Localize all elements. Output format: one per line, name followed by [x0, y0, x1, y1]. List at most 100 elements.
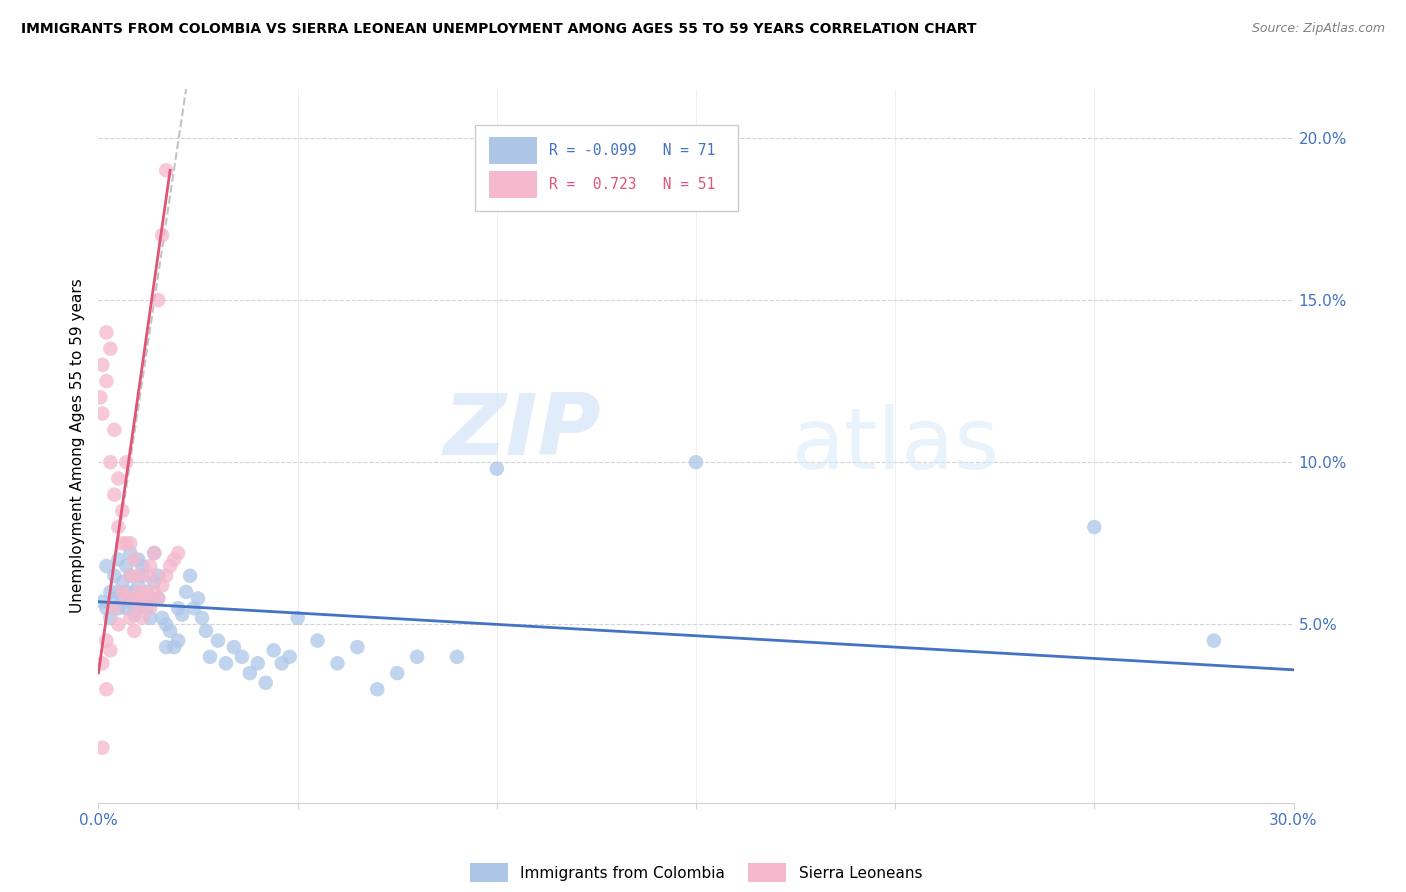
Point [107, 471, 129, 485]
Point [159, 624, 181, 638]
Point [222, 640, 245, 654]
Point [120, 611, 142, 625]
Point [148, 568, 170, 582]
Point [246, 657, 269, 671]
Point [191, 611, 214, 625]
Text: R =  0.723   N = 51: R = 0.723 N = 51 [548, 178, 716, 193]
Point [127, 552, 149, 566]
Point [346, 640, 368, 654]
Point [111, 585, 134, 599]
Point [150, 228, 173, 243]
Point [155, 568, 177, 582]
Point [135, 585, 157, 599]
Point [107, 552, 129, 566]
Point [139, 591, 162, 606]
Point [187, 591, 209, 606]
Point [194, 624, 218, 638]
Point [115, 585, 138, 599]
Point [155, 163, 177, 178]
Point [167, 546, 190, 560]
Point [120, 595, 142, 609]
Point [111, 575, 134, 590]
Point [115, 455, 138, 469]
Point [96, 326, 118, 340]
Point [326, 657, 349, 671]
Point [148, 591, 170, 606]
Point [239, 666, 262, 681]
Point [115, 601, 138, 615]
Point [91, 358, 114, 372]
Point [91, 657, 114, 671]
Point [124, 585, 146, 599]
Point [135, 585, 157, 599]
Point [107, 617, 129, 632]
Text: atlas: atlas [792, 404, 1000, 488]
Point [163, 552, 186, 566]
Point [98, 455, 122, 469]
Point [103, 591, 125, 606]
Point [96, 633, 118, 648]
Point [155, 640, 177, 654]
Point [446, 649, 468, 664]
Point [135, 591, 157, 606]
Point [98, 585, 122, 599]
Text: Source: ZipAtlas.com: Source: ZipAtlas.com [1251, 22, 1385, 36]
Point [143, 585, 166, 599]
Y-axis label: Unemployment Among Ages 55 to 59 years: Unemployment Among Ages 55 to 59 years [69, 278, 84, 614]
Point [406, 649, 429, 664]
Point [131, 591, 153, 606]
Point [270, 657, 292, 671]
Point [98, 611, 122, 625]
Point [107, 520, 129, 534]
Point [174, 585, 197, 599]
Bar [489, 137, 537, 164]
Point [115, 591, 138, 606]
Point [120, 546, 142, 560]
Point [307, 633, 329, 648]
Point [124, 607, 146, 622]
Text: IMMIGRANTS FROM COLOMBIA VS SIERRA LEONEAN UNEMPLOYMENT AMONG AGES 55 TO 59 YEAR: IMMIGRANTS FROM COLOMBIA VS SIERRA LEONE… [21, 22, 977, 37]
Point [91, 740, 114, 755]
Point [103, 488, 125, 502]
Point [124, 591, 146, 606]
Point [685, 455, 707, 469]
Point [143, 575, 166, 590]
Point [231, 649, 253, 664]
Point [120, 568, 142, 582]
Point [366, 682, 388, 697]
Point [135, 601, 157, 615]
Point [1083, 520, 1105, 534]
Point [139, 559, 162, 574]
Point [485, 461, 508, 475]
Point [98, 342, 122, 356]
Point [159, 559, 181, 574]
Point [254, 675, 277, 690]
Point [89, 390, 111, 404]
Point [1202, 633, 1225, 648]
Point [131, 568, 153, 582]
Point [155, 617, 177, 632]
Bar [475, 125, 738, 211]
Point [127, 578, 149, 592]
Point [115, 559, 138, 574]
Point [111, 591, 134, 606]
Point [148, 293, 170, 307]
Point [120, 568, 142, 582]
Point [111, 536, 134, 550]
Bar [489, 171, 537, 198]
Point [167, 633, 190, 648]
Point [198, 649, 221, 664]
Point [107, 601, 129, 615]
Point [139, 568, 162, 582]
Point [127, 601, 149, 615]
Point [150, 578, 173, 592]
Point [183, 601, 205, 615]
Point [124, 624, 146, 638]
Point [172, 607, 194, 622]
Point [96, 601, 118, 615]
Point [91, 407, 114, 421]
Point [143, 546, 166, 560]
Point [278, 649, 301, 664]
Point [91, 595, 114, 609]
Point [103, 568, 125, 582]
